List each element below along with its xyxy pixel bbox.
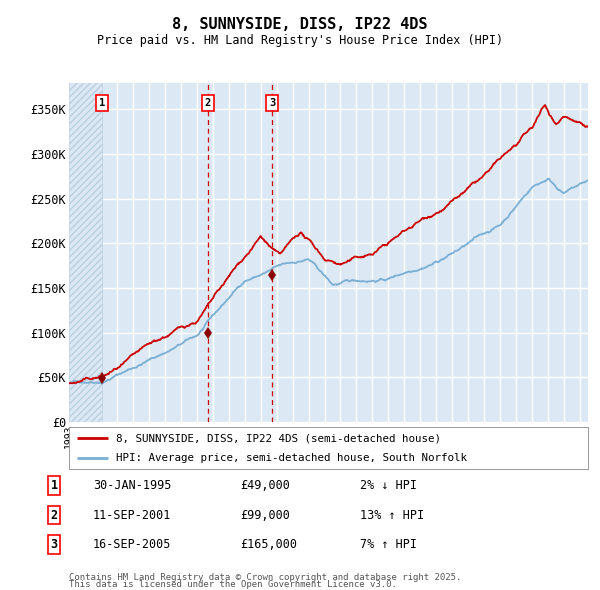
Text: 11-SEP-2001: 11-SEP-2001 — [93, 509, 172, 522]
Text: HPI: Average price, semi-detached house, South Norfolk: HPI: Average price, semi-detached house,… — [116, 453, 467, 463]
Text: 3: 3 — [269, 98, 275, 108]
Text: £99,000: £99,000 — [240, 509, 290, 522]
Text: 16-SEP-2005: 16-SEP-2005 — [93, 538, 172, 551]
Text: 2: 2 — [205, 98, 211, 108]
Text: Price paid vs. HM Land Registry's House Price Index (HPI): Price paid vs. HM Land Registry's House … — [97, 34, 503, 47]
Text: 30-JAN-1995: 30-JAN-1995 — [93, 479, 172, 492]
Text: 8, SUNNYSIDE, DISS, IP22 4DS: 8, SUNNYSIDE, DISS, IP22 4DS — [172, 17, 428, 31]
Text: This data is licensed under the Open Government Licence v3.0.: This data is licensed under the Open Gov… — [69, 581, 397, 589]
Text: Contains HM Land Registry data © Crown copyright and database right 2025.: Contains HM Land Registry data © Crown c… — [69, 573, 461, 582]
Text: £49,000: £49,000 — [240, 479, 290, 492]
Text: 2% ↓ HPI: 2% ↓ HPI — [360, 479, 417, 492]
Text: 1: 1 — [99, 98, 106, 108]
Text: 8, SUNNYSIDE, DISS, IP22 4DS (semi-detached house): 8, SUNNYSIDE, DISS, IP22 4DS (semi-detac… — [116, 433, 441, 443]
Text: 1: 1 — [50, 479, 58, 492]
Text: 13% ↑ HPI: 13% ↑ HPI — [360, 509, 424, 522]
Text: 7% ↑ HPI: 7% ↑ HPI — [360, 538, 417, 551]
Text: 2: 2 — [50, 509, 58, 522]
Text: £165,000: £165,000 — [240, 538, 297, 551]
Text: 3: 3 — [50, 538, 58, 551]
